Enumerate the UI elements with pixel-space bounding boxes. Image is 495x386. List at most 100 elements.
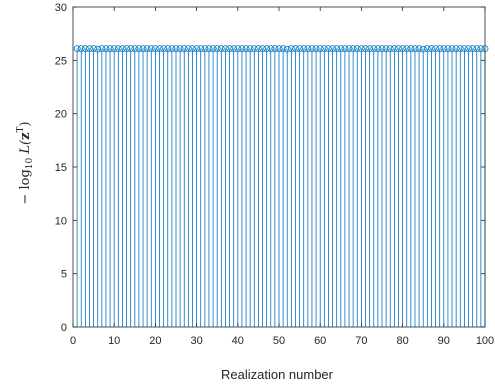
stem-marker	[180, 45, 188, 52]
stem-marker	[374, 45, 382, 52]
y-axis-label: − log10 L(zT)	[16, 121, 35, 204]
stem-marker	[217, 45, 225, 52]
stem-marker	[444, 45, 452, 52]
stem-marker	[357, 45, 365, 52]
stem-marker	[316, 45, 324, 52]
stem-marker	[184, 45, 192, 52]
stem-marker	[230, 45, 238, 52]
stem-marker	[469, 45, 477, 52]
stem-series	[76, 48, 486, 327]
stem-marker	[275, 45, 283, 52]
y-tick-label: 5	[61, 269, 67, 281]
stem-marker	[300, 45, 308, 52]
stem-marker	[415, 45, 423, 52]
y-tick-label: 30	[55, 2, 67, 14]
y-tick-label: 0	[61, 322, 67, 334]
x-tick-label: 80	[396, 335, 408, 347]
stem-marker	[213, 45, 221, 52]
stem-marker	[448, 45, 456, 52]
stem-marker	[139, 45, 147, 52]
stem-marker	[399, 45, 407, 52]
y-tick-label: 20	[55, 109, 67, 121]
x-tick-label: 100	[476, 335, 494, 347]
x-tick-label: 50	[273, 335, 285, 347]
stem-marker	[325, 45, 332, 52]
stem-marker	[287, 45, 295, 52]
x-tick-label: 0	[70, 335, 76, 347]
stem-marker	[81, 45, 89, 52]
stem-marker	[238, 45, 246, 52]
stem-marker	[267, 45, 275, 52]
y-axis-label-func: L(	[18, 139, 33, 158]
stem-marker	[242, 45, 250, 52]
stem-marker	[193, 45, 201, 52]
stem-marker	[329, 45, 336, 52]
stem-marker	[123, 45, 130, 52]
stem-marker	[456, 45, 464, 52]
stem-marker	[90, 45, 97, 52]
stem-marker	[263, 45, 271, 52]
stem-marker	[131, 45, 139, 52]
stem-marker	[209, 45, 217, 52]
stem-marker	[164, 45, 172, 52]
y-tick-label: 15	[55, 162, 67, 174]
stem-marker	[279, 45, 287, 52]
stem-marker	[382, 45, 390, 52]
x-axis-ticks: 0 10 20 30 40 50 60 70 80 90 100	[70, 7, 494, 347]
stem-marker	[345, 45, 353, 52]
stem-marker	[366, 45, 374, 52]
stem-marker	[378, 45, 386, 52]
marker-series	[73, 45, 489, 53]
x-tick-label: 20	[149, 335, 161, 347]
stem-marker	[333, 45, 341, 52]
stem-marker	[135, 45, 143, 52]
y-axis-label-superscript: T	[16, 127, 26, 133]
stem-marker	[201, 45, 209, 52]
stem-marker	[110, 45, 118, 52]
stem-marker	[222, 45, 229, 52]
stem-marker	[234, 45, 242, 52]
stem-marker	[419, 45, 427, 53]
x-tick-label: 30	[190, 335, 202, 347]
stem-marker	[341, 45, 349, 52]
stem-marker	[160, 45, 168, 52]
stem-marker	[473, 45, 481, 52]
stem-marker	[292, 45, 299, 52]
stem-marker	[127, 45, 135, 52]
stem-marker	[189, 45, 196, 52]
x-tick-label: 40	[232, 335, 244, 347]
stem-marker	[143, 45, 151, 52]
stem-marker	[296, 45, 304, 52]
y-axis-label-suffix: )	[18, 121, 33, 126]
stem-marker	[250, 45, 258, 52]
stem-marker	[119, 45, 126, 52]
stem-marker	[168, 45, 176, 52]
y-axis-label-subscript: 10	[25, 157, 35, 169]
x-tick-label: 10	[108, 335, 120, 347]
stem-marker	[407, 45, 415, 52]
y-tick-label: 25	[55, 55, 67, 67]
stem-marker	[312, 45, 320, 52]
stem-marker	[460, 45, 468, 52]
stem-marker	[362, 45, 369, 52]
stem-marker	[477, 45, 485, 52]
stem-marker	[304, 45, 312, 52]
stem-marker	[102, 45, 110, 52]
stem-marker	[197, 45, 205, 52]
stem-marker	[151, 45, 159, 52]
stem-marker	[320, 45, 328, 52]
stem-marker	[73, 45, 81, 52]
y-axis-ticks: 0 5 10 15 20 25 30	[55, 2, 485, 334]
stem-marker	[271, 45, 279, 52]
y-tick-label: 10	[55, 215, 67, 227]
stem-marker	[156, 45, 163, 52]
stem-marker	[390, 45, 398, 52]
stem-marker	[465, 45, 472, 52]
x-tick-label: 70	[355, 335, 367, 347]
stem-marker	[411, 45, 419, 52]
stem-marker	[370, 45, 378, 52]
stem-marker	[86, 45, 93, 52]
stem-marker	[432, 45, 439, 52]
stem-marker	[308, 45, 316, 52]
